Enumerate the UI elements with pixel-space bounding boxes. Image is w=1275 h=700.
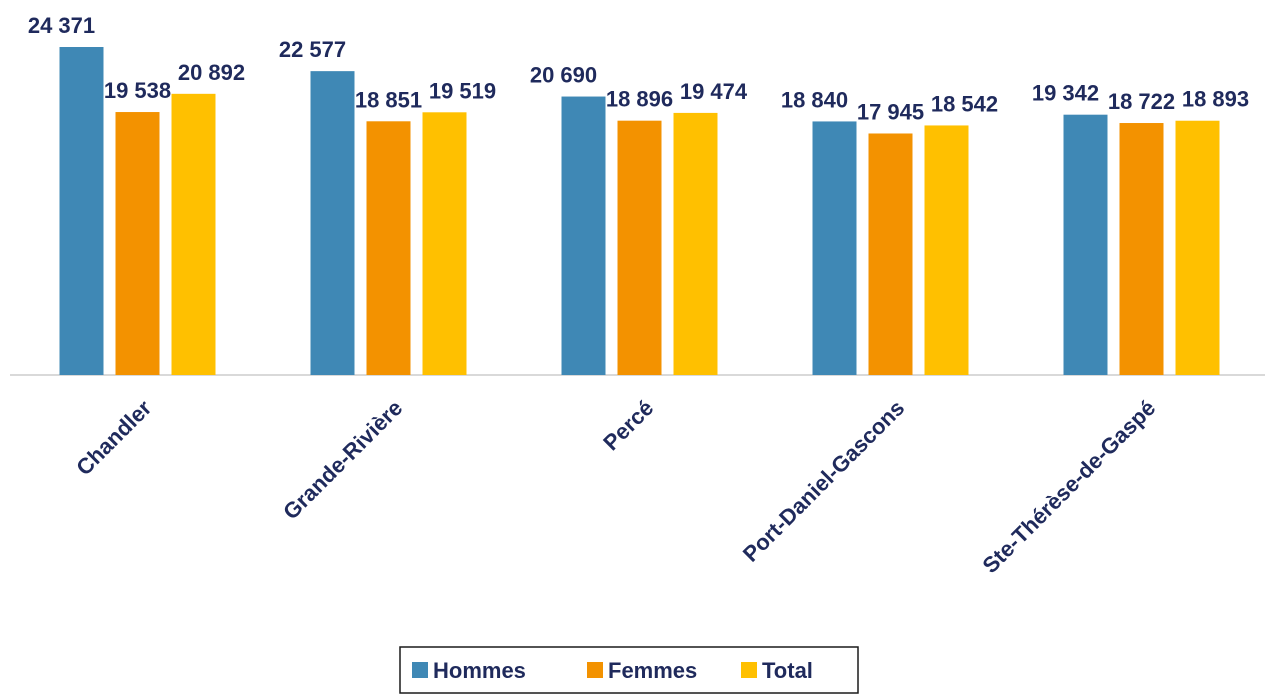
legend-swatch	[412, 662, 428, 678]
legend-label: Femmes	[608, 658, 697, 683]
data-label: 20 690	[530, 63, 597, 88]
bar	[310, 71, 355, 375]
bar	[617, 120, 662, 375]
bar	[1119, 123, 1164, 375]
data-label: 24 371	[28, 13, 95, 38]
bar	[924, 125, 969, 375]
bar	[115, 112, 160, 375]
x-tick-label: Grande-Rivière	[278, 395, 407, 524]
legend-label: Hommes	[433, 658, 526, 683]
data-label: 17 945	[857, 99, 924, 124]
bar	[812, 121, 857, 375]
data-label: 19 474	[680, 79, 748, 104]
x-tick-label: Percé	[598, 395, 658, 455]
x-tick-label: Ste-Thérèse-de-Gaspé	[978, 395, 1161, 578]
bar	[1175, 120, 1220, 375]
data-label: 19 538	[104, 78, 171, 103]
data-label: 18 840	[781, 87, 848, 112]
legend-swatch	[741, 662, 757, 678]
bar	[1063, 114, 1108, 375]
data-label: 19 342	[1032, 81, 1099, 106]
data-label: 18 722	[1108, 89, 1175, 114]
bar	[868, 133, 913, 375]
legend-label: Total	[762, 658, 813, 683]
x-tick-label: Port-Daniel-Gascons	[738, 395, 910, 567]
legend-swatch	[587, 662, 603, 678]
data-label: 18 542	[931, 91, 998, 116]
bar	[59, 47, 104, 375]
data-label: 18 896	[606, 87, 673, 112]
bar	[561, 96, 606, 376]
legend-box	[399, 646, 859, 694]
bar	[366, 121, 411, 376]
data-label: 18 851	[355, 87, 422, 112]
x-tick-label: Chandler	[71, 395, 156, 480]
data-label: 22 577	[279, 37, 346, 62]
data-label: 20 892	[178, 60, 245, 85]
bar	[673, 112, 718, 375]
data-label: 18 893	[1182, 87, 1249, 112]
bar	[422, 112, 467, 376]
bar	[171, 93, 216, 375]
data-label: 19 519	[429, 78, 496, 103]
